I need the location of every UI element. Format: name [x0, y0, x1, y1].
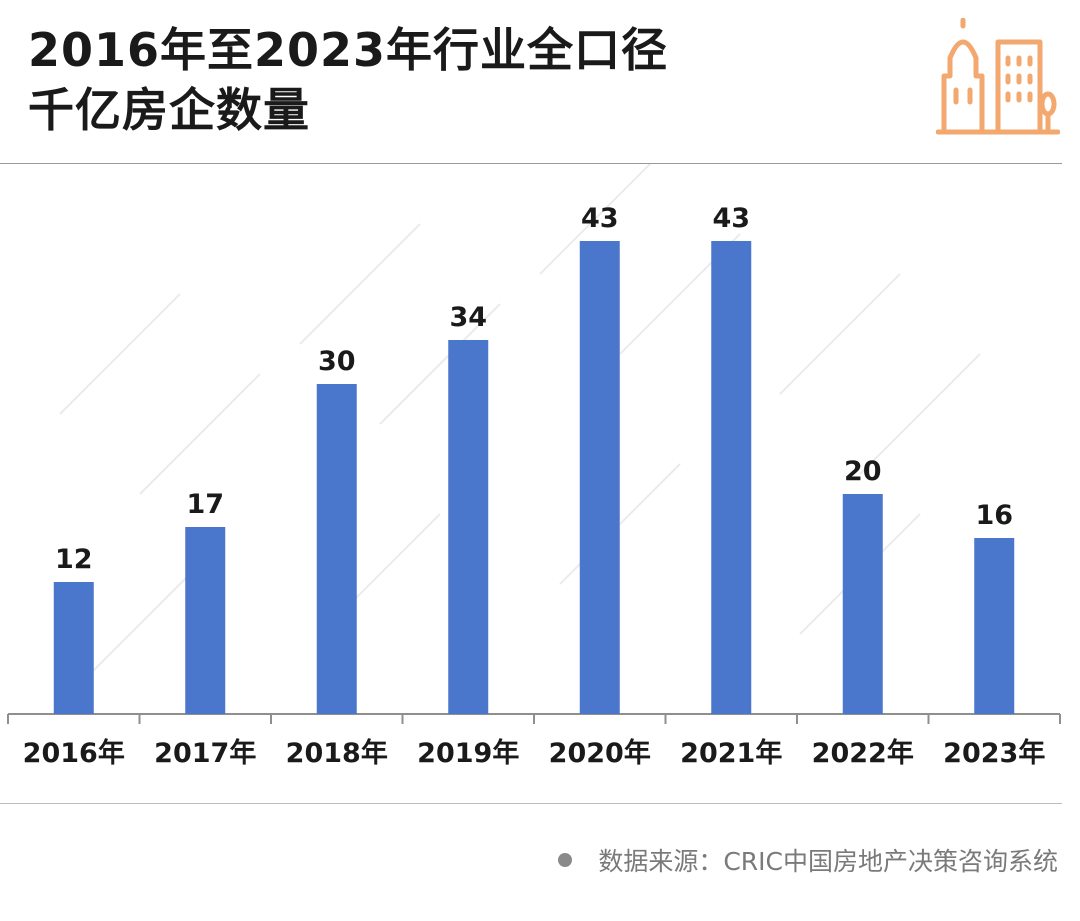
bar-4: [579, 241, 620, 714]
data-label-0: 12: [55, 544, 93, 575]
bar-7: [974, 538, 1015, 714]
title-line-1: 2016年至2023年行业全口径: [28, 23, 669, 77]
x-tick-label-6: 2022年: [812, 737, 914, 769]
source-text: 数据来源：CRIC中国房地产决策咨询系统: [598, 847, 1058, 876]
bar-2: [316, 384, 357, 714]
bar-3: [448, 340, 489, 714]
data-label-4: 43: [581, 203, 619, 234]
data-label-3: 34: [449, 302, 487, 333]
title-line-2: 千亿房企数量: [28, 83, 310, 137]
source-note: 数据来源：CRIC中国房地产决策咨询系统: [558, 842, 1058, 878]
bar-1: [185, 527, 226, 714]
x-tick-label-1: 2017年: [154, 737, 256, 769]
data-label-5: 43: [712, 203, 750, 234]
data-label-2: 30: [318, 346, 356, 377]
footer-divider: [0, 803, 1062, 804]
x-tick-label-2: 2018年: [286, 737, 388, 769]
x-tick-label-0: 2016年: [23, 737, 125, 769]
bar-6: [842, 494, 883, 714]
buildings-icon: [936, 18, 1060, 135]
x-tick-label-4: 2020年: [549, 737, 651, 769]
data-label-6: 20: [844, 456, 882, 487]
title-divider: [0, 163, 1062, 164]
bullet-icon: [558, 853, 573, 867]
bar-0: [53, 582, 94, 714]
bar-5: [711, 241, 752, 714]
x-tick-label-3: 2019年: [417, 737, 519, 769]
data-label-7: 16: [975, 500, 1013, 531]
x-tick-label-5: 2021年: [680, 737, 782, 769]
page-title: 2016年至2023年行业全口径 千亿房企数量: [28, 20, 848, 140]
x-tick-label-7: 2023年: [943, 737, 1045, 769]
bar-chart: 122016年172017年302018年342019年432020年43202…: [7, 203, 1061, 769]
data-label-1: 17: [186, 489, 224, 520]
